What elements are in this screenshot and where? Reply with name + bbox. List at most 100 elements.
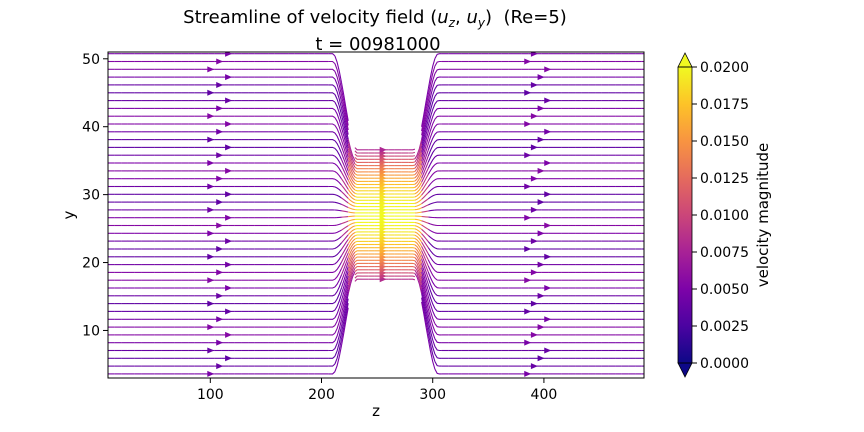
- streamline-segment: [340, 108, 349, 140]
- streamline-segment: [354, 275, 362, 279]
- streamline-segment: [328, 309, 336, 312]
- streamline-segment: [414, 207, 422, 211]
- streamline-segment: [434, 131, 442, 135]
- streamline-segment: [414, 221, 422, 226]
- streamline-segment: [328, 123, 336, 126]
- streamline-segment: [354, 182, 362, 186]
- streamline-segment: [434, 139, 442, 143]
- streamline-segment: [434, 185, 442, 188]
- streamline-segment: [434, 255, 442, 258]
- streamline-segment: [421, 210, 429, 213]
- chart-title: Streamline of velocity field (uz, uy) (R…: [183, 7, 567, 30]
- streamline-segment: [427, 253, 436, 264]
- streamline-arrow: [225, 74, 233, 81]
- streamline-segment: [427, 326, 436, 355]
- streamline-segment: [341, 172, 349, 185]
- streamline-segment: [421, 94, 429, 132]
- streamline-segment: [334, 148, 342, 160]
- streamline-segment: [427, 302, 436, 324]
- streamline-segment: [434, 292, 442, 297]
- streamline-arrow: [524, 183, 532, 190]
- streamline-segment: [328, 363, 336, 367]
- streamline-segment: [334, 236, 342, 242]
- streamline-segment: [354, 186, 362, 189]
- streamline-segment: [340, 271, 349, 295]
- streamline-segment: [354, 169, 362, 173]
- streamline-arrow: [207, 160, 215, 167]
- streamline-arrow: [524, 120, 532, 127]
- streamline-arrow: [207, 66, 215, 73]
- streamline-segment: [414, 190, 423, 198]
- streamline-segment: [421, 224, 429, 230]
- streamline-segment: [328, 162, 336, 165]
- streamline-segment: [434, 247, 442, 250]
- streamline-segment: [434, 330, 442, 336]
- y-tick-label: 30: [82, 188, 100, 204]
- streamline-segment: [354, 189, 362, 192]
- streamline-segment: [408, 272, 416, 274]
- streamline-segment: [414, 244, 423, 256]
- streamline-segment: [427, 339, 436, 370]
- streamline-segment: [334, 117, 343, 135]
- streamline-segment: [427, 308, 436, 332]
- streamline-segment: [328, 131, 336, 134]
- streamline-segment: [347, 202, 356, 207]
- streamline-segment: [421, 167, 429, 183]
- streamline-segment: [334, 281, 343, 296]
- streamline-segment: [421, 220, 429, 224]
- streamline-arrow: [537, 230, 545, 237]
- streamline-segment: [328, 325, 336, 328]
- streamline-segment: [421, 237, 429, 249]
- streamline-segment: [421, 250, 429, 267]
- streamline-arrow: [537, 136, 545, 143]
- streamline-segment: [341, 184, 349, 195]
- streamline-segment: [408, 266, 416, 268]
- streamline-arrow: [537, 199, 545, 206]
- streamline-segment: [334, 163, 342, 173]
- streamline-segment: [421, 288, 429, 322]
- streamline-arrow: [524, 308, 532, 315]
- streamline-segment: [340, 140, 349, 163]
- streamline-segment: [408, 278, 416, 281]
- streamline-segment: [334, 101, 343, 122]
- streamline-segment: [334, 261, 342, 272]
- streamline-segment: [421, 246, 429, 261]
- streamline-segment: [427, 314, 436, 339]
- streamline-segment: [408, 151, 416, 154]
- streamline-segment: [354, 228, 362, 230]
- streamline-segment: [334, 229, 342, 234]
- streamline-arrow: [207, 230, 215, 237]
- streamline-arrow: [544, 316, 552, 323]
- streamline-arrow: [216, 128, 224, 135]
- streamline-segment: [334, 300, 343, 319]
- colorbar-tick-label: 0.0075: [700, 245, 749, 261]
- streamline-segment: [427, 96, 436, 120]
- streamline-segment: [421, 161, 429, 179]
- streamline-segment: [328, 76, 336, 80]
- colorbar-tick-label: 0.0175: [700, 97, 749, 113]
- streamline-segment: [347, 206, 356, 211]
- streamline-arrow: [216, 245, 224, 252]
- streamline-segment: [347, 271, 356, 295]
- streamline-segment: [421, 293, 429, 328]
- streamline-segment: [434, 300, 442, 305]
- x-tick-label: 300: [419, 387, 446, 403]
- streamline-segment: [434, 76, 442, 82]
- colorbar-tick-label: 0.0200: [700, 60, 749, 76]
- streamline-segment: [434, 60, 442, 67]
- streamline-segment: [428, 201, 436, 206]
- streamline-segment: [334, 201, 342, 205]
- streamline-segment: [347, 188, 356, 197]
- streamline-segment: [334, 287, 343, 303]
- streamline-arrow: [530, 269, 538, 276]
- streamline-segment: [421, 241, 429, 255]
- streamline-segment: [434, 107, 442, 112]
- streamline-arrow: [207, 277, 215, 284]
- streamline-segment: [421, 263, 429, 285]
- streamline-arrow: [530, 238, 538, 245]
- streamline-segment: [434, 154, 442, 158]
- streamline-segment: [427, 103, 436, 126]
- streamline-segment: [414, 139, 423, 160]
- streamline-segment: [421, 180, 429, 192]
